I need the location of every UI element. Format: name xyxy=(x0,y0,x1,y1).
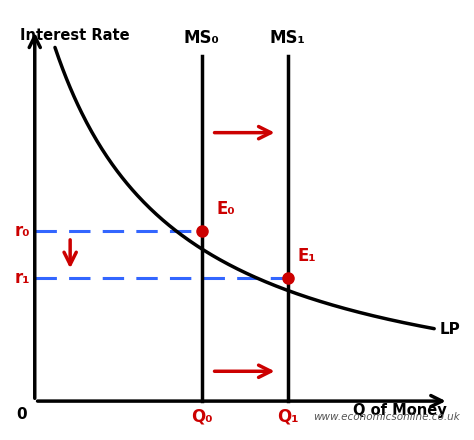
Text: r₀: r₀ xyxy=(14,222,30,240)
Text: Q₀: Q₀ xyxy=(191,407,212,425)
Text: Interest Rate: Interest Rate xyxy=(19,28,129,43)
Text: Q of Money: Q of Money xyxy=(353,403,447,418)
Text: E₁: E₁ xyxy=(298,247,316,265)
Text: www.economicsonline.co.uk: www.economicsonline.co.uk xyxy=(313,412,460,422)
Text: r₁: r₁ xyxy=(14,268,30,286)
Text: E₀: E₀ xyxy=(217,200,236,218)
Text: MS₁: MS₁ xyxy=(270,29,305,48)
Text: LP: LP xyxy=(439,322,460,337)
Text: 0: 0 xyxy=(17,407,27,422)
Text: MS₀: MS₀ xyxy=(184,29,219,48)
Text: Q₁: Q₁ xyxy=(277,407,298,425)
